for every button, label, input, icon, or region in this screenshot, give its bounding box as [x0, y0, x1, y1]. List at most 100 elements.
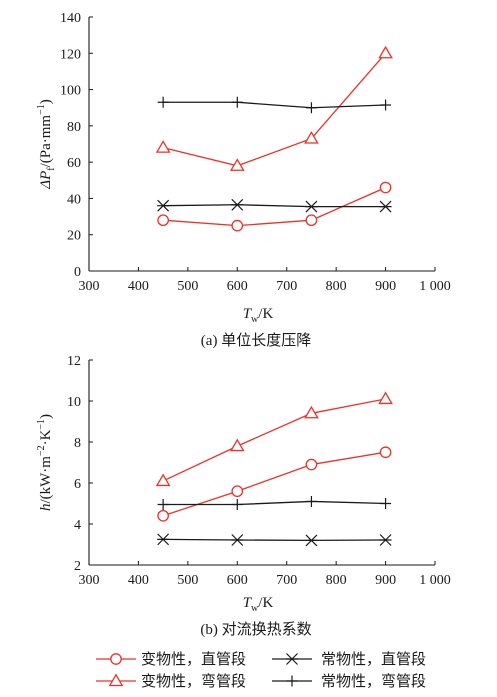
series-3 — [157, 495, 392, 511]
data-point — [157, 533, 170, 546]
legend-entry: 变物性，直管段 — [96, 651, 246, 668]
y-tick-label: 140 — [60, 11, 81, 26]
series-0 — [157, 446, 392, 522]
series-line — [163, 101, 386, 109]
data-point — [157, 214, 169, 227]
panel-caption: (b) 对流换热系数 — [200, 621, 311, 638]
x-tick-label: 500 — [177, 279, 198, 294]
y-tick-label: 80 — [67, 120, 81, 135]
series-2 — [157, 533, 392, 547]
series-line — [163, 186, 386, 227]
data-point — [379, 200, 392, 213]
y-tick-label: 60 — [67, 156, 81, 171]
legend-entry: 变物性，弯管段 — [96, 673, 246, 690]
legend-marker — [110, 653, 122, 665]
series-line — [162, 451, 386, 517]
data-point — [155, 473, 171, 487]
data-point — [379, 534, 392, 546]
data-point — [229, 438, 245, 452]
y-tick-label: 12 — [67, 354, 81, 369]
x-tick-label: 500 — [177, 573, 198, 588]
data-point — [231, 198, 244, 211]
y-tick-label: 40 — [67, 192, 81, 207]
x-tick-label: 300 — [79, 573, 100, 588]
x-tick-label: 800 — [326, 279, 347, 294]
series-line — [162, 52, 387, 167]
x-tick-label: 600 — [227, 279, 248, 294]
data-point — [231, 499, 243, 511]
data-point — [229, 158, 245, 171]
y-axis-label: ΔPf/(Pa·mm−1) — [36, 99, 57, 189]
data-point — [231, 96, 243, 108]
y-tick-label: 8 — [74, 436, 81, 451]
panel-caption: (a) 单位长度压降 — [201, 332, 311, 349]
data-point — [304, 131, 319, 144]
data-point — [305, 534, 318, 547]
legend-marker — [286, 653, 298, 665]
data-point — [305, 458, 318, 471]
y-tick-label: 2 — [74, 559, 81, 574]
x-tick-label: 700 — [276, 279, 297, 294]
data-point — [231, 485, 244, 498]
data-point — [378, 391, 393, 405]
data-point — [155, 140, 171, 153]
x-tick-label: 400 — [128, 279, 149, 294]
series-line — [163, 204, 386, 208]
y-tick-label: 0 — [74, 265, 81, 280]
y-tick-label: 10 — [67, 395, 81, 410]
y-tick-label: 100 — [60, 84, 81, 99]
y-tick-label: 20 — [67, 229, 81, 244]
y-axis-label: h/(kW·m−2·K−1) — [36, 414, 54, 511]
data-point — [379, 446, 392, 459]
legend-marker — [108, 673, 124, 687]
legend-entry: 常物性，弯管段 — [272, 673, 426, 690]
legend-entry: 常物性，直管段 — [272, 651, 426, 668]
x-tick-label: 1 000 — [419, 279, 451, 294]
data-point — [305, 200, 318, 213]
data-point — [304, 405, 319, 419]
data-point — [157, 96, 169, 108]
x-tick-label: 600 — [227, 573, 248, 588]
series-2 — [157, 198, 392, 213]
x-axis-label: Tw/K — [243, 595, 274, 614]
data-point — [157, 199, 170, 212]
y-tick-label: 4 — [74, 518, 81, 533]
series-1 — [155, 391, 393, 487]
data-point — [231, 534, 244, 546]
series-line — [162, 398, 386, 482]
y-tick-label: 6 — [74, 477, 81, 492]
legend-label: 常物性，弯管段 — [321, 673, 426, 690]
data-point — [305, 495, 317, 507]
x-tick-label: 300 — [79, 279, 100, 294]
legend-label: 变物性，直管段 — [141, 651, 246, 668]
y-tick-label: 120 — [60, 47, 81, 62]
data-point — [378, 45, 393, 59]
series-line — [163, 538, 386, 542]
series-0 — [157, 181, 392, 232]
x-tick-label: 400 — [128, 573, 149, 588]
data-point — [231, 219, 244, 232]
series-1 — [155, 45, 393, 171]
series-3 — [157, 96, 392, 114]
data-point — [305, 102, 317, 114]
data-point — [157, 499, 169, 511]
legend-label: 变物性，弯管段 — [141, 673, 246, 690]
data-point — [380, 99, 392, 111]
legend-label: 常物性，直管段 — [321, 651, 426, 668]
series-line — [163, 500, 386, 506]
chart-panel-b: 300 400 500 600 700 800 900 1 000 2 4 6 8 10 12 Tw/K h/… — [36, 354, 451, 638]
x-tick-label: 900 — [375, 279, 396, 294]
data-point — [380, 498, 392, 509]
data-point — [157, 509, 169, 522]
x-tick-label: 900 — [375, 573, 396, 588]
data-point — [305, 214, 318, 227]
x-tick-label: 1 000 — [419, 573, 451, 588]
x-tick-label: 700 — [276, 573, 297, 588]
data-point — [379, 181, 392, 194]
chart-panel-a: 300 400 500 600 700 800 900 1 000 0 20 40 60 80 100 12… — [36, 11, 451, 349]
x-axis-label: Tw/K — [243, 306, 274, 325]
legend-marker — [286, 675, 298, 687]
x-tick-label: 800 — [326, 573, 347, 588]
